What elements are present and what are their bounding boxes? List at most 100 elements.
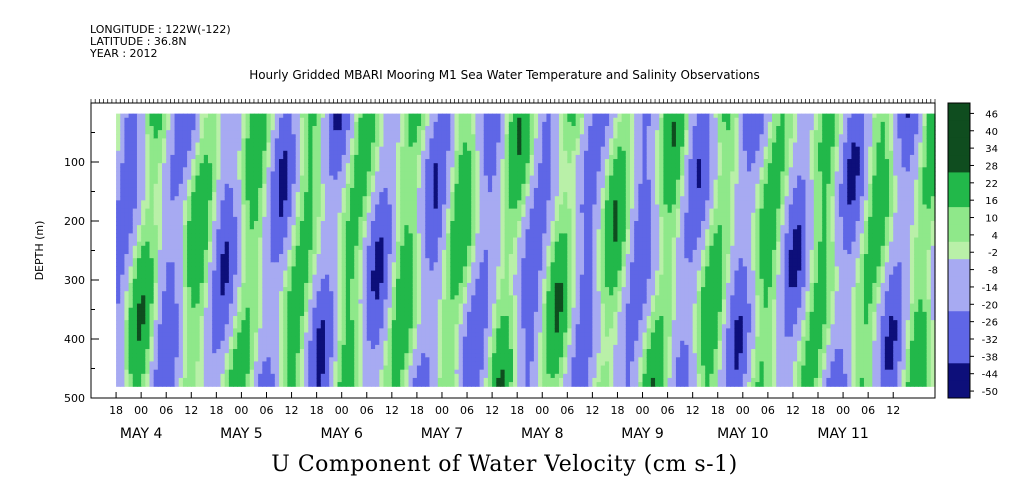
heatmap-cell [312,167,318,173]
heatmap-cell [400,353,405,358]
heatmap-cell [270,303,276,309]
heatmap-cell [203,249,209,255]
heatmap-cell [174,175,180,181]
heatmap-cell [249,196,255,201]
heatmap-cell [228,175,234,181]
heatmap-cell [166,192,171,197]
heatmap-cell [270,179,276,185]
heatmap-cell [350,373,355,379]
heatmap-cell [141,237,146,243]
heatmap-cell [199,340,205,346]
heatmap-cell [400,299,405,305]
heatmap-cell [370,212,376,218]
heatmap-cell [366,237,372,243]
heatmap-cell [233,291,238,296]
heatmap-cell [266,221,272,226]
heatmap-cell [132,179,138,185]
heatmap-cell [416,237,422,243]
heatmap-cell [283,291,288,296]
heatmap-cell [400,204,405,210]
heatmap-cell [266,175,272,181]
heatmap-cell [116,229,121,234]
heatmap-cell [249,258,255,263]
heatmap-cell [400,187,405,193]
heatmap-cell [400,340,405,346]
heatmap-cell [237,208,243,214]
heatmap-cell [316,254,322,259]
heatmap-cell [253,315,259,321]
heatmap-cell [128,278,134,284]
heatmap-cell [287,171,293,177]
heatmap-cell [396,340,401,346]
heatmap-cell [195,187,201,193]
heatmap-cell [291,328,297,334]
heatmap-cell [191,134,197,139]
heatmap-cell [174,221,180,226]
heatmap-cell [404,311,410,317]
heatmap-cell [279,167,284,173]
heatmap-cell [287,307,293,313]
latitude-label: LATITUDE : 36.8N [90,35,187,48]
heatmap-cell [170,287,176,292]
heatmap-cell [245,254,251,259]
heatmap-cell [279,138,284,144]
heatmap-cell [304,369,309,375]
heatmap-cell [245,332,251,338]
heatmap-cell [162,130,167,135]
heatmap-cell [212,126,217,131]
heatmap-cell [233,113,238,119]
heatmap-cell [166,221,171,226]
heatmap-cell [212,303,217,309]
heatmap-cell [224,192,230,197]
heatmap-cell [253,382,259,387]
heatmap-cell [157,340,163,346]
heatmap-cell [329,237,334,243]
heatmap-cell [258,204,263,210]
heatmap-cell [329,154,334,160]
heatmap-cell [162,204,167,210]
heatmap-cell [304,146,309,152]
heatmap-cell [304,154,309,160]
heatmap-cell [299,154,305,160]
heatmap-cell [287,233,293,239]
heatmap-cell [366,142,372,148]
heatmap-cell [266,204,272,210]
heatmap-cell [228,262,234,268]
heatmap-cell [345,320,351,325]
heatmap-cell [157,254,163,259]
heatmap-cell [132,315,138,321]
heatmap-cell [124,324,130,329]
heatmap-cell [228,229,234,234]
heatmap-cell [421,315,426,321]
heatmap-cell [207,187,213,193]
heatmap-cell [295,192,301,197]
heatmap-cell [191,221,197,226]
heatmap-cell [400,357,405,363]
heatmap-cell [354,134,360,139]
heatmap-cell [116,159,121,164]
heatmap-cell [191,175,197,181]
heatmap-cell [350,171,355,177]
heatmap-cell [253,134,259,139]
heatmap-cell [203,192,209,197]
heatmap-cell [141,130,146,135]
heatmap-cell [182,134,188,139]
heatmap-cell [350,138,355,144]
heatmap-cell [166,204,171,210]
heatmap-cell [324,258,330,263]
heatmap-cell [212,254,217,259]
heatmap-cell [216,349,222,354]
heatmap-cell [258,307,263,313]
heatmap-cell [136,258,142,263]
heatmap-cell [128,130,134,135]
heatmap-cell [195,320,201,325]
heatmap-cell [287,163,293,168]
heatmap-cell [333,126,339,131]
heatmap-cell [162,266,167,272]
heatmap-cell [195,208,201,214]
heatmap-cell [132,241,138,247]
heatmap-cell [216,138,222,144]
heatmap-cell [233,183,238,189]
heatmap-cell [220,146,226,152]
